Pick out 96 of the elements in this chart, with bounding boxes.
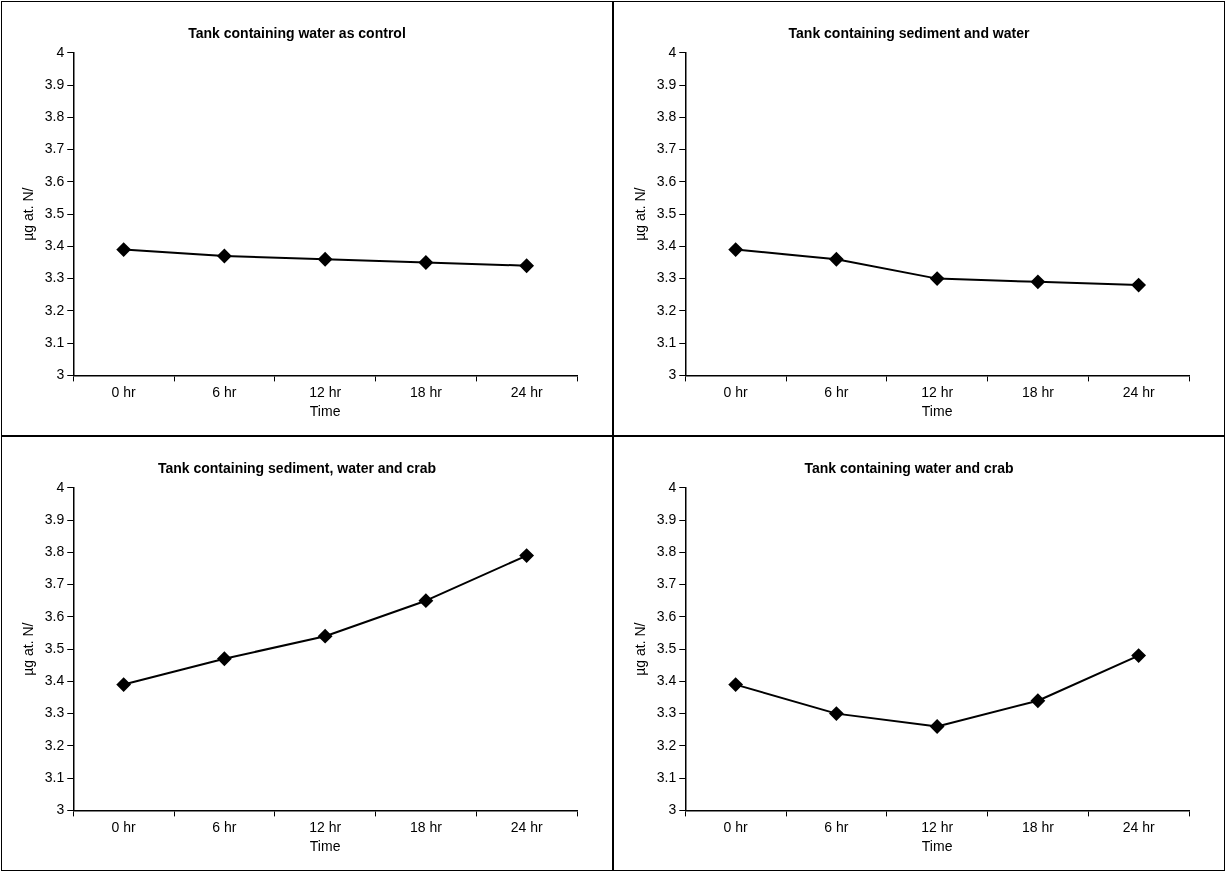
- y-tick-label: 3.1: [44, 769, 65, 785]
- y-tick-label: 3.8: [656, 108, 677, 125]
- x-tick-label: 0 hr: [723, 818, 749, 835]
- y-tick-label: 3.1: [44, 334, 65, 350]
- point: [1030, 693, 1045, 708]
- y-tick-label: 3.3: [44, 704, 65, 721]
- point: [1131, 648, 1146, 663]
- y-tick-label: 3.6: [44, 607, 65, 624]
- x-tick-label: 18 hr: [409, 383, 443, 400]
- y-tick-label: 3.6: [656, 172, 677, 189]
- y-tick-label: 3.4: [656, 237, 677, 254]
- x-tick-label: 24 hr: [1122, 818, 1155, 835]
- y-axis-title: µg at. N/: [20, 622, 37, 676]
- y-tick-label: 3.6: [656, 607, 677, 624]
- y-tick-label: 3.2: [656, 301, 677, 318]
- y-axis-title: µg at. N/: [20, 187, 37, 241]
- chart-title: Tank containing sediment and water: [788, 25, 1030, 42]
- x-axis-title: Time: [309, 403, 341, 420]
- y-tick-label: 3.4: [44, 672, 65, 689]
- point: [116, 242, 131, 257]
- x-tick-label: 6 hr: [212, 818, 237, 835]
- point: [728, 242, 743, 257]
- x-tick-label: 0 hr: [111, 818, 137, 835]
- x-tick-label: 12 hr: [921, 818, 954, 835]
- x-tick-label: 24 hr: [510, 383, 543, 400]
- point: [217, 249, 232, 264]
- point: [318, 252, 333, 267]
- x-tick-label: 6 hr: [824, 818, 849, 835]
- point: [930, 271, 945, 286]
- point: [418, 255, 433, 270]
- y-tick-label: 4: [56, 43, 65, 60]
- y-tick-label: 3.6: [44, 172, 65, 189]
- y-tick-label: 3.2: [44, 301, 65, 318]
- y-tick-label: 3.5: [44, 204, 65, 221]
- y-tick-label: 3.5: [44, 639, 65, 656]
- x-tick-label: 18 hr: [1021, 818, 1055, 835]
- point: [418, 593, 433, 608]
- point: [116, 677, 131, 692]
- x-tick-label: 12 hr: [921, 383, 954, 400]
- x-tick-label: 18 hr: [1021, 383, 1055, 400]
- y-tick-label: 3: [56, 801, 65, 818]
- x-axis-title: Time: [309, 838, 341, 855]
- y-tick-label: 3.7: [656, 140, 677, 157]
- y-tick-label: 3: [668, 366, 677, 383]
- y-tick-label: 3.4: [656, 672, 677, 689]
- y-tick-label: 4: [668, 43, 677, 60]
- y-tick-label: 3.3: [656, 269, 677, 286]
- point: [728, 677, 743, 692]
- x-axis-title: Time: [921, 838, 953, 855]
- x-axis-title: Time: [921, 403, 953, 420]
- chart-title: Tank containing water and crab: [804, 460, 1014, 477]
- y-tick-label: 3.5: [656, 204, 677, 221]
- x-tick-label: 24 hr: [510, 818, 543, 835]
- x-tick-label: 12 hr: [309, 383, 342, 400]
- x-tick-label: 12 hr: [309, 818, 342, 835]
- point: [318, 629, 333, 644]
- point: [1131, 278, 1146, 293]
- y-tick-label: 3.9: [656, 510, 677, 527]
- y-tick-label: 3.1: [656, 334, 677, 350]
- y-tick-label: 3.1: [656, 769, 677, 785]
- y-tick-label: 3: [56, 366, 65, 383]
- x-tick-label: 6 hr: [212, 383, 237, 400]
- y-tick-label: 3.4: [44, 237, 65, 254]
- y-tick-label: 3.7: [656, 575, 677, 592]
- y-tick-label: 3.2: [656, 736, 677, 753]
- y-tick-label: 3.5: [656, 639, 677, 656]
- point: [829, 706, 844, 721]
- y-tick-label: 4: [668, 478, 677, 495]
- point: [217, 651, 232, 666]
- chart-title: Tank containing sediment, water and crab: [157, 460, 437, 477]
- point: [930, 719, 945, 734]
- y-tick-label: 3.2: [44, 736, 65, 753]
- chart-title: Tank containing water as control: [188, 25, 406, 42]
- x-tick-label: 0 hr: [111, 383, 137, 400]
- y-tick-label: 3.3: [656, 704, 677, 721]
- point: [1030, 274, 1045, 289]
- y-tick-label: 3.3: [44, 269, 65, 286]
- x-tick-label: 18 hr: [409, 818, 443, 835]
- y-axis-title: µg at. N/: [632, 187, 649, 241]
- y-tick-label: 3.9: [656, 75, 677, 92]
- y-tick-label: 3: [668, 801, 677, 818]
- x-tick-label: 24 hr: [1122, 383, 1155, 400]
- point: [519, 258, 534, 273]
- y-tick-label: 3.8: [44, 543, 65, 560]
- y-tick-label: 3.8: [44, 108, 65, 125]
- y-tick-label: 3.8: [656, 543, 677, 560]
- y-tick-label: 3.7: [44, 575, 65, 592]
- y-tick-label: 3.7: [44, 140, 65, 157]
- x-tick-label: 6 hr: [824, 383, 849, 400]
- y-tick-label: 3.9: [44, 510, 65, 527]
- y-axis-title: µg at. N/: [632, 622, 649, 676]
- x-tick-label: 0 hr: [723, 383, 749, 400]
- y-tick-label: 4: [56, 478, 65, 495]
- point: [519, 548, 534, 563]
- y-tick-label: 3.9: [44, 75, 65, 92]
- point: [829, 252, 844, 267]
